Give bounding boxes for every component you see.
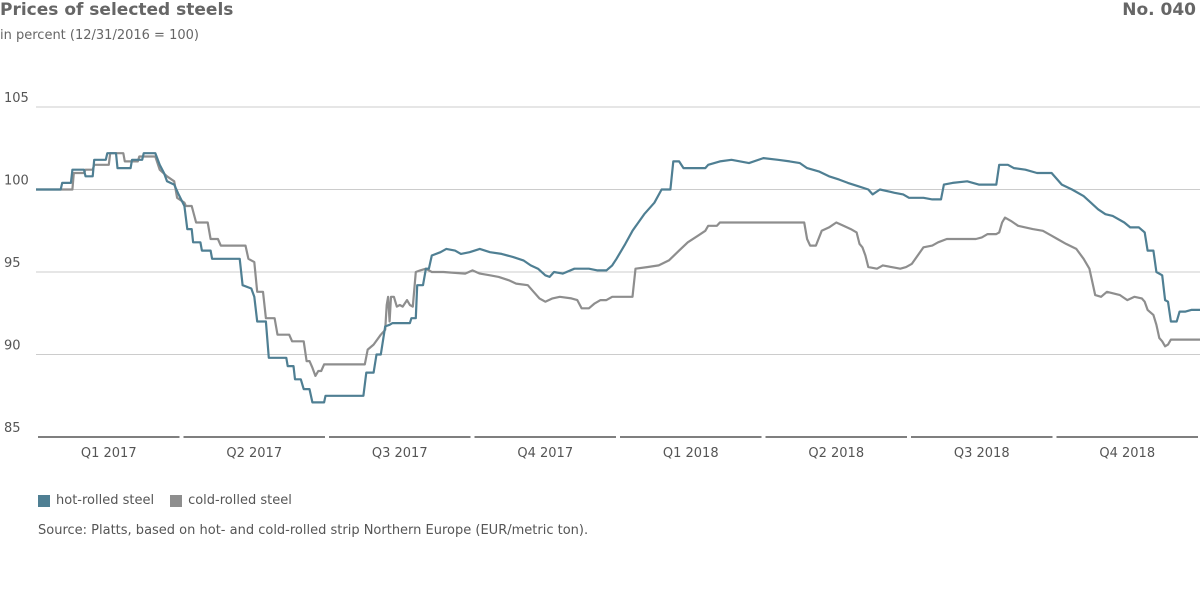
x-tick-label: Q4 2018 [1099,446,1155,461]
legend-swatch-hot [38,494,50,507]
legend-label-hot: hot-rolled steel [56,493,155,508]
x-tick-label: Q1 2018 [663,446,719,461]
y-axis-ticks: 85 90 95 100 105 [4,91,29,436]
chart-subtitle: in percent (12/31/2016 = 100) [0,28,199,43]
series-line-hot-rolled [36,152,1200,404]
x-tick-label: Q4 2017 [517,446,573,461]
legend-item-cold: cold-rolled steel [170,493,292,508]
chart-title: Prices of selected steels [0,0,234,20]
y-tick-label: 95 [4,256,21,271]
x-tick-label: Q3 2018 [954,446,1010,461]
series-lines [36,152,1200,404]
line-chart: 85 90 95 100 105 Q1 2017 Q2 2017 Q3 2017 Q4 201… [4,91,1200,461]
y-tick-label: 100 [4,174,29,189]
x-tick-label: Q2 2017 [226,446,282,461]
legend-item-hot: hot-rolled steel [38,493,154,508]
y-tick-label: 105 [4,91,29,106]
x-tick-label: Q1 2017 [81,446,137,461]
legend-label-cold: cold-rolled steel [188,493,292,508]
legend: hot-rolled steel cold-rolled steel [38,493,308,508]
x-axis: Q1 2017 Q2 2017 Q3 2017 Q4 2017 Q1 2018 Q2 20… [38,436,1198,461]
x-tick-label: Q3 2017 [372,446,428,461]
source-note: Source: Platts, based on hot- and cold-r… [38,523,589,538]
gridlines [36,106,1200,355]
y-tick-label: 90 [4,339,21,354]
y-tick-label: 85 [4,421,21,436]
chart-number: No. 040 [1122,0,1196,20]
series-line-cold-rolled [36,152,1200,377]
x-tick-label: Q2 2018 [808,446,864,461]
legend-swatch-cold [170,494,183,507]
